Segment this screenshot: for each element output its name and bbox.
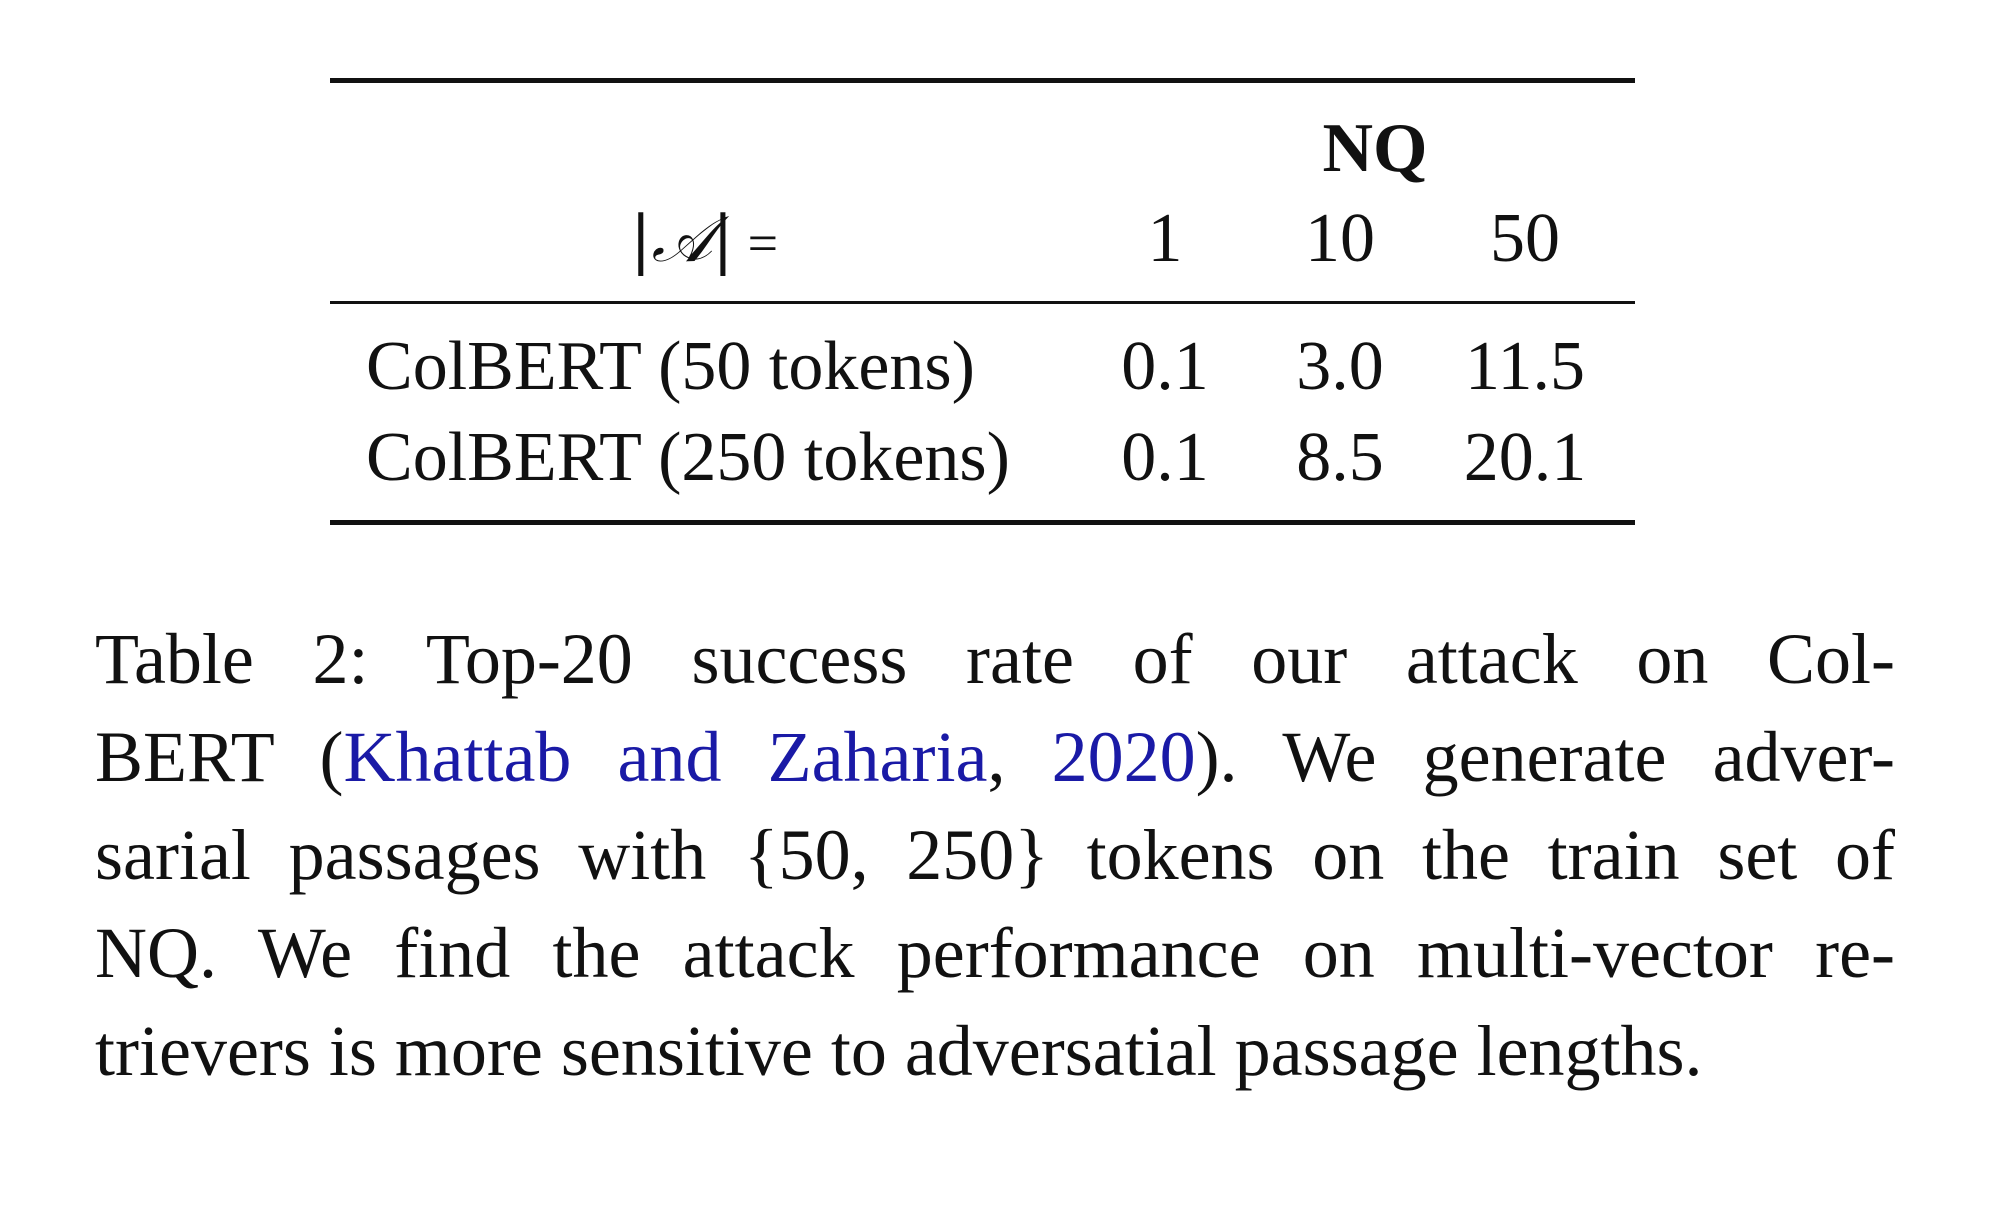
caption-line: Table 2: Top-20 success rate of our atta… [95,619,1895,699]
citation-link[interactable]: Khattab and Zaharia [343,717,988,797]
table-cell: 20.1 [1463,419,1587,496]
attack-set-symbol: |𝒜| [630,203,734,277]
table-cell: 0.1 [1121,328,1209,405]
caption-text: , [987,717,1052,797]
table-caption: Table 2: Top-20 success rate of our atta… [95,610,1895,1100]
table-bottom-rule [330,520,1635,525]
caption-text: BERT ( [95,717,344,797]
table-top-rule [330,78,1635,83]
caption-line: trievers is more sensitive to adversatia… [95,1011,1703,1091]
caption-line: NQ. We find the attack performance on mu… [95,913,1895,993]
caption-line: BERT (Khattab and Zaharia, 2020). We gen… [95,708,1895,806]
column-header: 50 [1490,200,1560,277]
attack-size-label: |𝒜| = [630,204,778,274]
row-label: ColBERT (50 tokens) [366,328,975,405]
table-cell: 3.0 [1296,328,1384,405]
caption-text: ). We generate adver- [1195,717,1895,797]
row-label: ColBERT (250 tokens) [366,419,1010,496]
table-cell: 8.5 [1296,419,1384,496]
equals-sign: = [747,213,779,273]
caption-line: sarial passages with {50, 250} tokens on… [95,815,1895,895]
column-header: 10 [1305,200,1375,277]
table-cell: 0.1 [1121,419,1209,496]
citation-year-link[interactable]: 2020 [1051,717,1196,797]
table-cell: 11.5 [1465,328,1585,405]
table-mid-rule [330,301,1635,304]
group-header-nq: NQ [1322,110,1428,187]
column-header: 1 [1147,200,1183,277]
